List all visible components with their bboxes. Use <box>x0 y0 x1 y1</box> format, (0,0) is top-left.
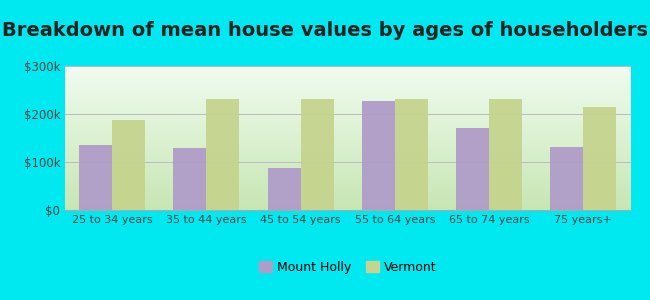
Bar <box>174 148 207 210</box>
Bar <box>362 100 395 210</box>
Text: Breakdown of mean house values by ages of householders: Breakdown of mean house values by ages o… <box>2 21 648 40</box>
Bar <box>584 107 616 210</box>
Bar <box>112 120 145 210</box>
Bar <box>456 128 489 210</box>
Bar <box>268 168 300 210</box>
Bar <box>551 147 584 210</box>
Legend: Mount Holly, Vermont: Mount Holly, Vermont <box>254 256 441 279</box>
Bar <box>300 99 333 210</box>
Bar <box>395 99 428 210</box>
Bar <box>207 99 239 210</box>
Bar <box>489 99 522 210</box>
Bar <box>79 145 112 210</box>
